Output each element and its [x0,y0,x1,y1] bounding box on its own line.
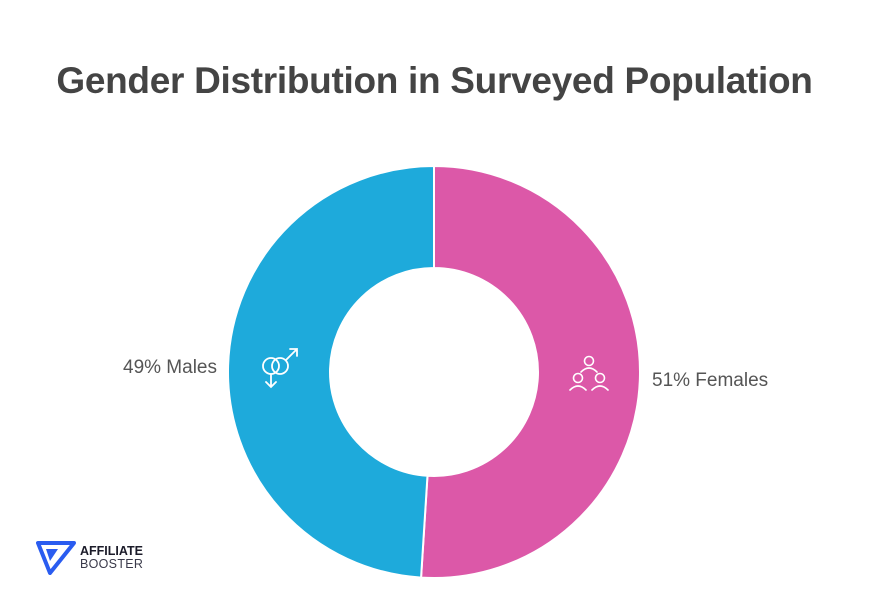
gender-symbols-icon [262,348,298,389]
slice-males [227,164,435,579]
women-group-icon [569,355,609,391]
slice-label-males: 49% Males [123,357,217,378]
logo-mark-icon [36,541,76,575]
affiliate-booster-logo: AFFILIATE BOOSTER [36,541,143,575]
slice-females [420,164,641,579]
slice-label-females: 51% Females [652,370,768,391]
chart-title: Gender Distribution in Surveyed Populati… [56,60,813,101]
